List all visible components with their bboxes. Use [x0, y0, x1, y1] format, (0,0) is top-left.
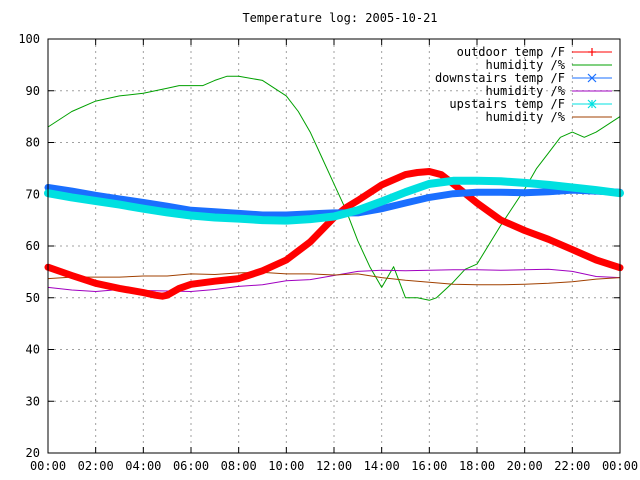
legend-label: downstairs temp /F	[435, 71, 565, 85]
y-tick-label: 100	[18, 32, 40, 46]
y-tick-label: 20	[26, 446, 40, 460]
series-lines	[44, 75, 624, 301]
series-line-5	[47, 271, 621, 286]
x-tick-label: 16:00	[411, 459, 447, 473]
axes: 20 30 40 50 60 70 80 90 100 00:00 02:00 04:00 06:00 0…	[18, 32, 638, 473]
x-tick-label: 22:00	[554, 459, 590, 473]
x-tick-label: 06:00	[173, 459, 209, 473]
x-tick-label: 18:00	[459, 459, 495, 473]
y-tick-label: 50	[26, 291, 40, 305]
y-tick-label: 30	[26, 394, 40, 408]
legend-label: humidity /%	[486, 110, 566, 124]
y-tick-label: 90	[26, 84, 40, 98]
y-tick-label: 40	[26, 343, 40, 357]
series-line-1	[47, 75, 621, 301]
chart-title: Temperature log: 2005-10-21	[242, 11, 437, 25]
x-tick-label: 08:00	[221, 459, 257, 473]
legend-label: humidity /%	[486, 58, 566, 72]
x-tick-label: 14:00	[364, 459, 400, 473]
x-tick-label: 02:00	[78, 459, 114, 473]
x-tick-label: 10:00	[268, 459, 304, 473]
x-tick-label: 00:00	[30, 459, 66, 473]
x-tick-label: 00:00	[602, 459, 638, 473]
series-line-4	[44, 176, 624, 225]
y-tick-label: 80	[26, 136, 40, 150]
y-tick-label: 70	[26, 187, 40, 201]
legend-marker	[587, 99, 597, 109]
x-tick-label: 12:00	[316, 459, 352, 473]
x-tick-label: 04:00	[125, 459, 161, 473]
legend-label: upstairs temp /F	[449, 97, 565, 111]
y-tick-label: 60	[26, 239, 40, 253]
legend-marker	[587, 73, 597, 83]
legend-label: outdoor temp /F	[457, 45, 565, 59]
plot-frame	[47, 38, 621, 454]
legend-label: humidity /%	[486, 84, 566, 98]
x-tick-label: 20:00	[507, 459, 543, 473]
